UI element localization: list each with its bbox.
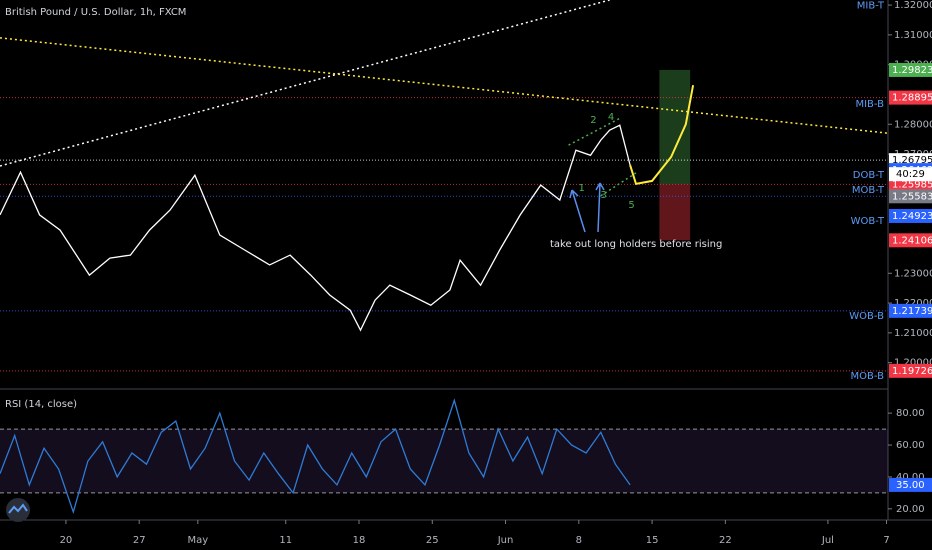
projection-line [629, 85, 695, 186]
price-box-label: 1.28895 [892, 93, 932, 104]
price-box [889, 233, 932, 248]
trendline [0, 37, 889, 134]
wave-label: 4 [608, 112, 614, 123]
wave-label: 5 [628, 200, 634, 211]
x-tick-label: 22 [719, 535, 732, 546]
trendline [0, 0, 610, 167]
x-tick-label: 8 [576, 535, 582, 546]
level-name: MOB-B [851, 371, 885, 382]
x-tick-label: 7 [883, 535, 889, 546]
price-box [889, 90, 932, 105]
rsi-last-label: 35.00 [896, 480, 925, 491]
price-box [889, 303, 932, 318]
price-box-label: 1.29823 [892, 65, 932, 76]
x-tick-label: May [187, 535, 208, 546]
rsi-last-box [889, 477, 932, 492]
logo-mark [8, 503, 28, 514]
level-name: MOB-T [852, 185, 885, 196]
chart-title: British Pound / U.S. Dollar, 1h, FXCM [5, 7, 186, 18]
y-tick-label: 60.00 [896, 440, 925, 451]
level-name: MIB-B [855, 99, 884, 110]
countdown-box [889, 167, 932, 182]
y-tick-label: 1.20000 [894, 358, 932, 369]
price-box-label: 1.19726 [892, 366, 932, 377]
rsi-line [0, 398, 631, 515]
price-box-label: 1.24923 [892, 211, 932, 222]
x-tick-label: 27 [133, 535, 146, 546]
x-tick-label: Jun [497, 535, 514, 546]
price-box-label: 1.24106 [892, 235, 932, 246]
x-tick-label: Jul [821, 535, 834, 546]
arrows [569, 182, 605, 233]
rsi-band [0, 429, 888, 493]
rsi-title: RSI (14, close) [5, 399, 77, 410]
level-name: DOB-T [853, 170, 885, 181]
price-box-label: 1.26795 [892, 155, 932, 166]
price-line [0, 124, 631, 332]
price-box-label: 1.25985 [892, 179, 932, 190]
stop-zone [659, 184, 691, 241]
y-tick-label: 20.00 [896, 504, 925, 515]
price-box [889, 208, 932, 223]
level-name: MIB-T [857, 1, 885, 12]
x-tick-label: 25 [426, 535, 439, 546]
y-tick-label: 1.28000 [894, 119, 932, 130]
price-box-label: 1.21739 [892, 306, 932, 317]
x-tick-label: 15 [646, 535, 659, 546]
price-box [889, 189, 932, 204]
wave-label: 3 [601, 190, 607, 201]
x-tick-label: 20 [60, 535, 73, 546]
countdown: 40:29 [896, 169, 925, 180]
y-tick-label: 1.22000 [894, 298, 932, 309]
price-box [889, 363, 932, 378]
annotation: take out long holders before rising [550, 239, 722, 250]
y-tick-label: 1.23000 [894, 268, 932, 279]
level-name: WOB-B [849, 311, 884, 322]
level-name: WOB-T [851, 216, 885, 227]
price-box [889, 62, 932, 77]
y-tick-label: 80.00 [896, 408, 925, 419]
trendline [600, 171, 638, 197]
x-tick-label: 11 [279, 535, 292, 546]
y-tick-label: 1.31000 [894, 30, 932, 41]
wave-label: 2 [590, 115, 596, 126]
x-tick-label: 18 [353, 535, 366, 546]
y-tick-label: 1.32000 [894, 0, 932, 11]
price-box-label: 1.25583 [892, 191, 932, 202]
y-tick-label: 1.21000 [894, 328, 932, 339]
y-tick-label: 40.00 [896, 472, 925, 483]
wave-label: 1 [579, 183, 585, 194]
